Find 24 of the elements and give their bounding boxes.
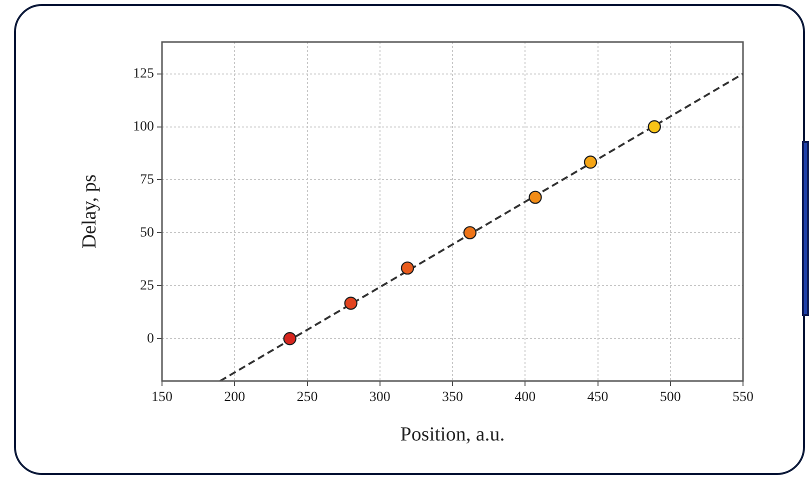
x-tick-label: 300: [369, 390, 390, 406]
x-tick-label: 500: [660, 390, 681, 406]
point: [344, 296, 358, 310]
y-tick-label: 50: [140, 225, 154, 240]
x-tick-label: 200: [224, 390, 246, 406]
point: [463, 226, 477, 240]
x-tick-label: 250: [296, 390, 318, 406]
y-tick-label: 0: [147, 331, 154, 346]
point: [648, 120, 661, 134]
x-tick-label: 400: [514, 390, 536, 406]
point: [528, 190, 542, 204]
point: [283, 332, 296, 346]
y-tick-label: 100: [133, 119, 154, 134]
x-axis-title: Position, a.u.: [400, 423, 505, 446]
x-tick-label: 350: [442, 390, 463, 406]
y-tick-label: 125: [133, 66, 154, 82]
x-tick-label: 150: [152, 390, 172, 406]
y-tick-label: 25: [140, 278, 154, 294]
x-tick-label: 450: [587, 390, 608, 406]
point: [584, 156, 598, 169]
y-axis-title: Delay, ps: [78, 174, 100, 249]
y-tick-label: 75: [140, 172, 154, 188]
point: [400, 261, 414, 275]
x-tick-label: 550: [732, 390, 754, 406]
